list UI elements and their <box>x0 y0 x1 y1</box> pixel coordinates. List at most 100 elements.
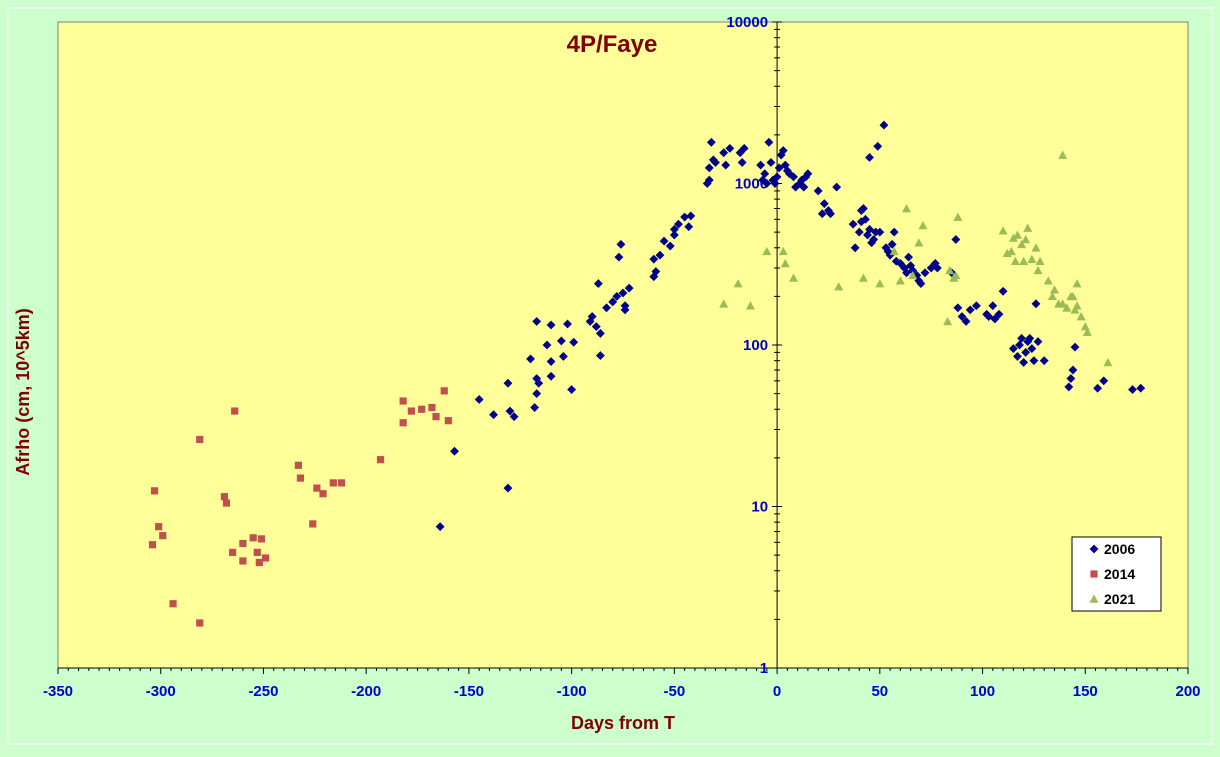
data-point-2014 <box>253 548 261 556</box>
data-point-2021 <box>789 273 799 282</box>
data-point-2014 <box>148 541 157 549</box>
data-point-2006 <box>711 158 720 167</box>
x-tick-label: -350 <box>43 683 73 700</box>
data-point-2006 <box>760 169 770 179</box>
data-point-2021 <box>1103 357 1113 367</box>
data-point-2006 <box>766 158 776 167</box>
data-point-2006 <box>965 305 975 315</box>
data-point-2006 <box>756 160 766 170</box>
data-point-2021 <box>1047 291 1057 301</box>
legend-label: 2021 <box>1104 591 1135 607</box>
data-point-2021 <box>1033 265 1043 275</box>
data-point-2006 <box>616 239 626 249</box>
data-point-2021 <box>1017 239 1027 249</box>
data-point-2006 <box>1136 383 1146 393</box>
data-point-2021 <box>762 246 772 256</box>
data-point-2014 <box>150 487 159 495</box>
data-point-2006 <box>569 337 579 347</box>
data-point-2006 <box>659 236 669 246</box>
data-point-2021 <box>945 265 955 275</box>
data-point-2006 <box>848 219 858 229</box>
data-point-2006 <box>546 357 556 366</box>
data-point-2006 <box>895 258 905 268</box>
data-point-2006 <box>655 250 665 260</box>
data-point-2006 <box>770 179 780 188</box>
data-point-2006 <box>1017 333 1027 343</box>
data-point-2014 <box>296 474 305 482</box>
data-point-2021 <box>1058 150 1068 159</box>
data-point-2021 <box>778 246 788 256</box>
data-point-2006 <box>951 235 961 244</box>
data-point-2014 <box>407 407 415 415</box>
data-point-2006 <box>1033 337 1043 347</box>
data-point-2006 <box>971 301 981 311</box>
data-point-2021 <box>914 238 924 247</box>
data-point-2006 <box>587 312 597 321</box>
data-point-2006 <box>591 322 601 332</box>
data-point-2006 <box>624 283 634 293</box>
data-point-2014 <box>169 600 177 608</box>
data-point-2021 <box>998 226 1008 235</box>
data-point-2006 <box>861 214 870 224</box>
x-tick-label: -50 <box>664 683 686 700</box>
data-point-2006 <box>474 395 484 404</box>
legend: 2006 2014 2021 <box>1071 536 1162 612</box>
data-point-2006 <box>850 243 860 253</box>
data-point-2006 <box>739 143 749 153</box>
data-point-2021 <box>1058 299 1068 308</box>
x-tick-label: 100 <box>970 683 995 700</box>
legend-label: 2006 <box>1104 541 1135 557</box>
data-point-2014 <box>239 557 247 565</box>
data-point-2014 <box>155 523 163 531</box>
data-point-2006 <box>435 522 445 532</box>
data-point-2021 <box>951 270 961 280</box>
data-point-2006 <box>889 227 899 237</box>
data-point-2021 <box>875 279 885 288</box>
data-point-2021 <box>1010 256 1020 266</box>
data-point-2014 <box>257 535 265 543</box>
data-point-2021 <box>1021 235 1031 244</box>
data-point-2006 <box>1066 374 1076 383</box>
data-point-2006 <box>994 309 1004 319</box>
data-point-2014 <box>418 405 426 413</box>
data-point-2006 <box>725 143 735 153</box>
data-point-2006 <box>984 312 994 321</box>
x-tick-label: -200 <box>351 683 381 700</box>
data-point-2021 <box>1062 303 1072 312</box>
data-point-2006 <box>957 312 967 321</box>
data-point-2021 <box>943 316 953 326</box>
data-point-2006 <box>858 204 868 213</box>
y-tick-label: 1 <box>760 660 768 677</box>
data-point-2014 <box>329 479 337 487</box>
data-point-2006 <box>618 288 628 298</box>
data-point-2006 <box>505 406 515 416</box>
data-point-2006 <box>988 301 998 311</box>
chart-title: 4P/Faye <box>567 31 658 58</box>
data-point-2021 <box>733 279 743 288</box>
data-point-2006 <box>869 235 879 244</box>
data-point-2006 <box>1013 351 1022 361</box>
data-point-2006 <box>665 241 675 251</box>
data-point-2006 <box>595 328 605 338</box>
data-point-2006 <box>1029 356 1039 366</box>
data-point-2006 <box>532 389 542 399</box>
data-point-2006 <box>865 224 874 234</box>
data-point-2014 <box>313 484 321 492</box>
data-point-2014 <box>159 532 167 540</box>
data-point-2021 <box>918 220 928 230</box>
data-point-2006 <box>902 268 911 278</box>
data-point-2021 <box>858 273 868 282</box>
data-point-2021 <box>953 212 963 221</box>
data-point-2006 <box>904 252 914 262</box>
legend-marker-2014 <box>1090 570 1098 578</box>
data-points <box>148 120 1146 627</box>
data-point-2021 <box>1035 256 1045 266</box>
data-point-2006 <box>674 219 683 229</box>
data-point-2006 <box>778 146 788 155</box>
data-point-2006 <box>953 303 963 313</box>
data-point-2006 <box>762 179 772 188</box>
data-point-2006 <box>669 230 679 240</box>
data-point-2006 <box>1025 333 1035 343</box>
data-point-2006 <box>1099 376 1109 386</box>
data-point-2021 <box>1072 279 1082 288</box>
